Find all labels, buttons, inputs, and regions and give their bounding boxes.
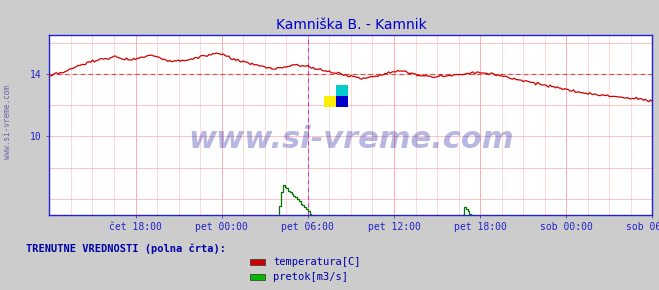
Bar xyxy=(336,96,348,107)
Text: www.si-vreme.com: www.si-vreme.com xyxy=(3,85,13,159)
Text: www.si-vreme.com: www.si-vreme.com xyxy=(188,125,514,154)
Text: TRENUTNE VREDNOSTI (polna črta):: TRENUTNE VREDNOSTI (polna črta): xyxy=(26,244,226,254)
Text: temperatura[C]: temperatura[C] xyxy=(273,257,361,267)
Bar xyxy=(324,96,336,107)
Bar xyxy=(336,85,348,96)
Title: Kamniška B. - Kamnik: Kamniška B. - Kamnik xyxy=(275,18,426,32)
Text: pretok[m3/s]: pretok[m3/s] xyxy=(273,272,349,282)
